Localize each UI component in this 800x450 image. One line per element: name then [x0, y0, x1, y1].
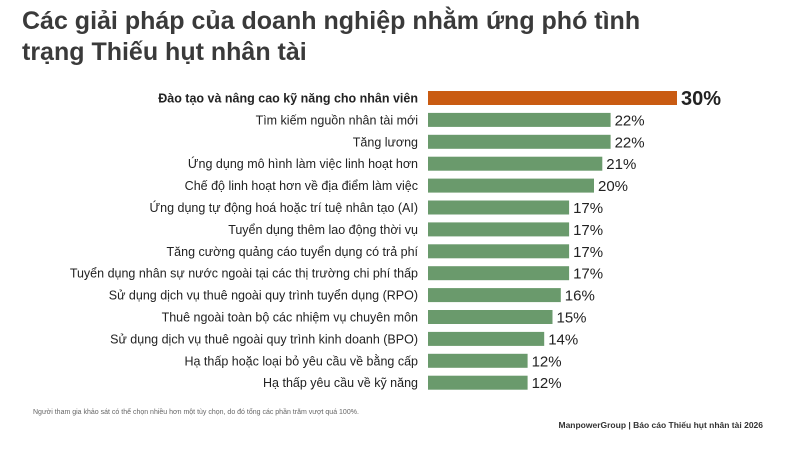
- category-label: Tăng cường quảng cáo tuyển dụng có trả p…: [167, 245, 419, 259]
- chart-title: Các giải pháp của doanh nghiệp nhằm ứng …: [22, 7, 641, 66]
- bar: [428, 156, 603, 171]
- value-label: 22%: [615, 134, 645, 151]
- bar: [428, 375, 528, 390]
- bar: [428, 244, 570, 259]
- footnote: Người tham gia khảo sát có thể chọn nhiề…: [33, 409, 359, 416]
- value-label: 17%: [573, 266, 603, 283]
- category-label: Hạ thấp hoặc loại bỏ yêu cầu về bằng cấp: [184, 353, 418, 368]
- category-label: Tuyển dụng thêm lao động thời vụ: [228, 223, 418, 237]
- value-label: 17%: [573, 200, 603, 217]
- category-label: Chế độ linh hoạt hơn về địa điểm làm việ…: [185, 179, 418, 193]
- value-label: 17%: [573, 222, 603, 239]
- category-label: Đào tạo và nâng cao kỹ năng cho nhân viê…: [158, 92, 418, 106]
- value-label: 14%: [548, 331, 578, 348]
- category-label: Sử dụng dịch vụ thuê ngoài quy trình kin…: [110, 332, 418, 346]
- bar: [428, 134, 611, 149]
- category-label: Ứng dụng tự động hoá hoặc trí tuệ nhân t…: [149, 200, 418, 215]
- category-label: Hạ thấp yêu cầu về kỹ năng: [263, 376, 418, 390]
- bar: [428, 331, 545, 346]
- value-label: 16%: [565, 288, 595, 305]
- category-label: Sử dụng dịch vụ thuê ngoài quy trình tuy…: [109, 289, 418, 303]
- bar: [428, 178, 594, 193]
- bar: [428, 200, 570, 215]
- value-label: 17%: [573, 244, 603, 261]
- bar: [428, 112, 611, 127]
- source-credit: ManpowerGroup | Báo cáo Thiếu hụt nhân t…: [558, 420, 763, 430]
- value-label: 21%: [606, 156, 636, 173]
- value-label: 12%: [532, 375, 562, 392]
- bar: [428, 91, 677, 105]
- category-label: Tăng lương: [353, 135, 418, 149]
- value-label: 22%: [615, 112, 645, 129]
- bar: [428, 266, 570, 281]
- bar: [428, 222, 570, 237]
- category-label: Ứng dụng mô hình làm việc linh hoạt hơn: [188, 156, 418, 171]
- category-label: Tìm kiếm nguồn nhân tài mới: [256, 113, 418, 127]
- bar: [428, 353, 528, 368]
- value-label: 30%: [681, 88, 721, 110]
- value-label: 12%: [532, 353, 562, 370]
- category-label: Thuê ngoài toàn bộ các nhiệm vụ chuyên m…: [162, 311, 418, 325]
- value-label: 20%: [598, 178, 628, 195]
- bar: [428, 288, 561, 303]
- category-label: Tuyển dụng nhân sự nước ngoài tại các th…: [70, 267, 418, 281]
- bar: [428, 310, 553, 324]
- value-label: 15%: [557, 310, 587, 327]
